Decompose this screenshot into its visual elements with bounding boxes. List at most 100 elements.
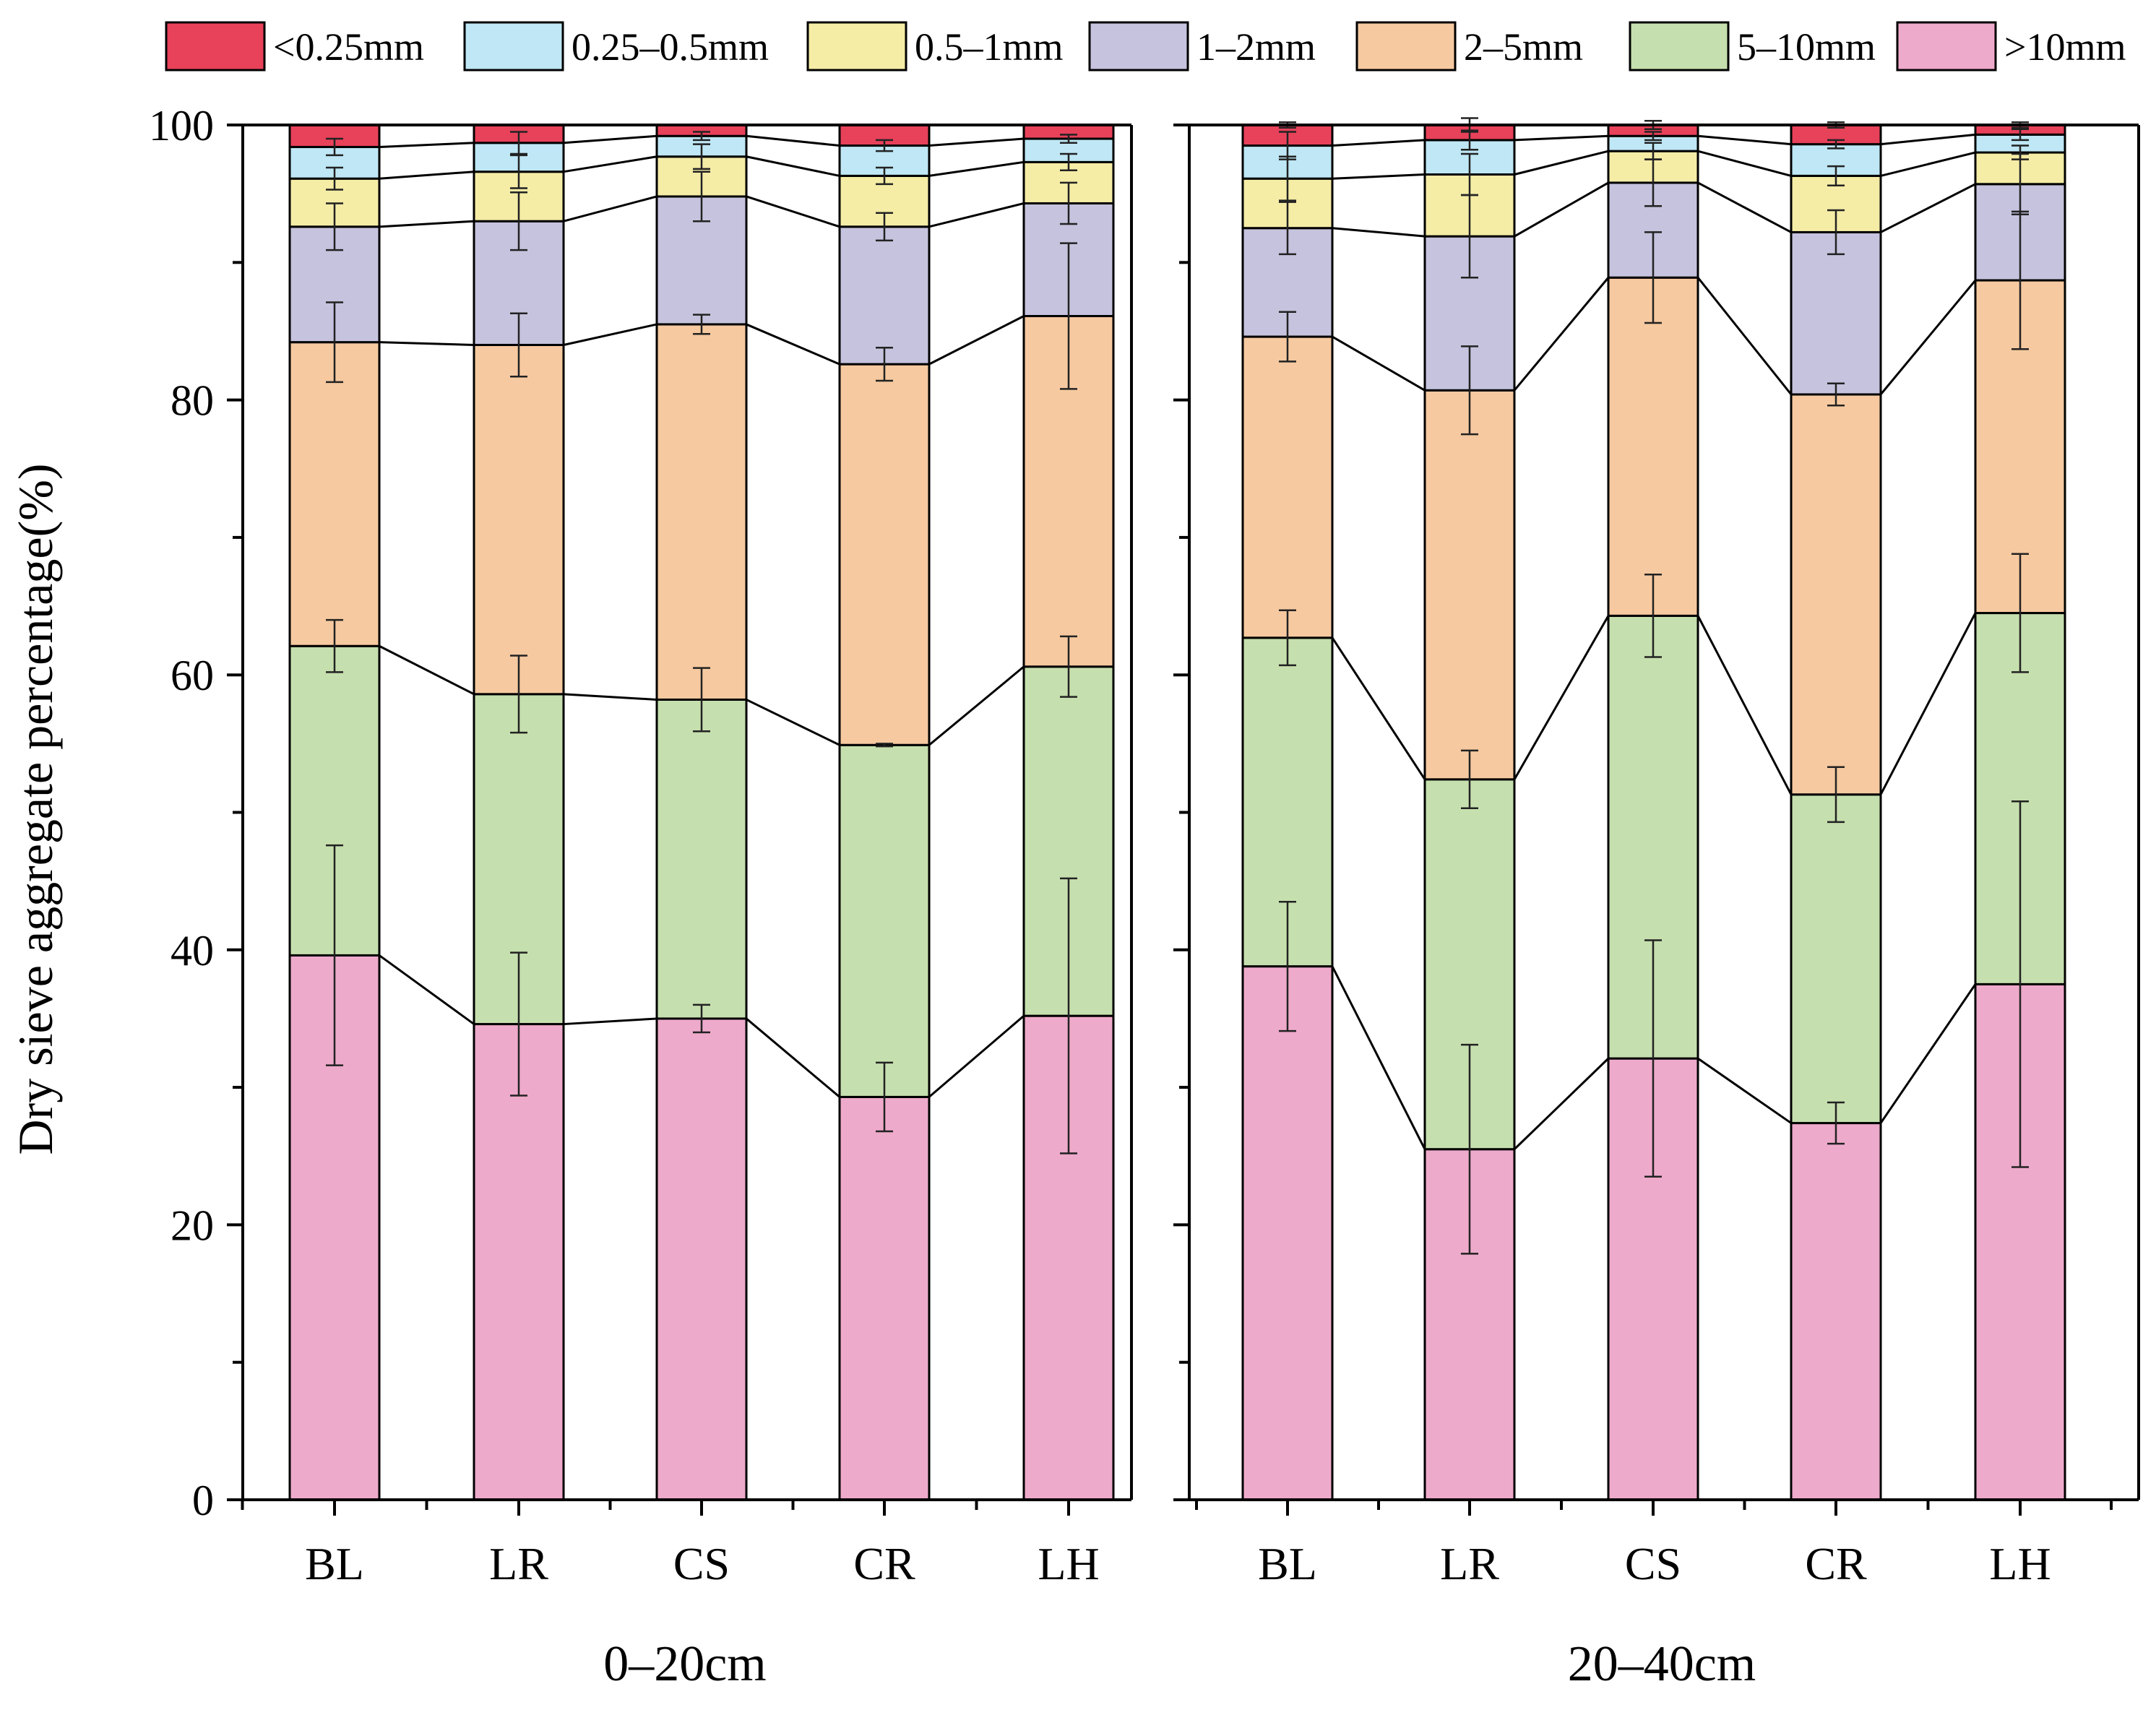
bar-segment bbox=[1241, 335, 1334, 639]
y-tick-label: 80 bbox=[171, 377, 214, 425]
bar-segment bbox=[1423, 1148, 1516, 1501]
bar-segments bbox=[288, 124, 2066, 1501]
x-tick-label: LH bbox=[1038, 1538, 1099, 1589]
connector-line bbox=[1514, 134, 1609, 142]
y-tick-label: 20 bbox=[171, 1201, 214, 1249]
bar-segment bbox=[1790, 1122, 1882, 1501]
connector-line bbox=[928, 137, 1025, 147]
legend-swatch bbox=[1355, 21, 1457, 72]
connector-line bbox=[1880, 183, 1976, 233]
connector-line bbox=[563, 134, 657, 144]
connector-line bbox=[563, 1017, 657, 1026]
legend-label: >10mm bbox=[2004, 25, 2126, 69]
y-tick-label: 0 bbox=[192, 1477, 214, 1524]
connector-line bbox=[1513, 277, 1610, 392]
x-tick-label: CR bbox=[853, 1538, 915, 1589]
connector-line bbox=[928, 160, 1025, 177]
bar-segment bbox=[1607, 276, 1699, 617]
y-tick-label: 60 bbox=[171, 652, 214, 699]
bar-segment bbox=[473, 343, 565, 696]
connector-line bbox=[563, 323, 657, 346]
connector-line bbox=[1332, 173, 1426, 180]
bar-segment bbox=[838, 743, 931, 1098]
connector-line bbox=[746, 323, 840, 366]
connector-line bbox=[379, 220, 475, 228]
connector-line bbox=[928, 202, 1025, 228]
bar-segment bbox=[655, 323, 748, 701]
bar-segment bbox=[1790, 230, 1882, 396]
bar-segment bbox=[655, 1017, 748, 1501]
panel-label: 0–20cm bbox=[603, 1636, 767, 1692]
connector-line bbox=[1514, 181, 1609, 238]
bar-segment bbox=[473, 1023, 565, 1501]
legend-swatch bbox=[1896, 21, 1997, 72]
bar-segment bbox=[1790, 393, 1882, 796]
connector-line bbox=[1331, 636, 1426, 780]
x-tick-label: CS bbox=[1625, 1538, 1681, 1589]
legend-swatch bbox=[1629, 21, 1730, 72]
x-tick-label: CR bbox=[1805, 1538, 1867, 1589]
bar-segment bbox=[288, 341, 381, 647]
connector-line bbox=[1332, 335, 1426, 392]
connector-line bbox=[1696, 277, 1793, 395]
legend-label: <0.25mm bbox=[273, 25, 424, 69]
bar-segment bbox=[1423, 389, 1516, 781]
connector-line bbox=[746, 195, 840, 228]
error-bars bbox=[326, 117, 2029, 1255]
connector-line bbox=[746, 134, 840, 147]
connector-line bbox=[1697, 1057, 1792, 1124]
y-tick-label: 100 bbox=[149, 102, 214, 150]
legend-swatch bbox=[165, 21, 266, 72]
x-tick-label: LH bbox=[1989, 1538, 2051, 1589]
connector-line bbox=[1697, 134, 1792, 146]
connector-line bbox=[928, 315, 1025, 366]
connector-line bbox=[1332, 227, 1426, 238]
connector-line bbox=[1331, 965, 1426, 1150]
connector-line bbox=[1879, 612, 1977, 795]
x-tick-label: BL bbox=[305, 1538, 364, 1589]
legend: <0.25mm 0.25–0.5mm 0.5–1mm 1–2mm 2–5mm 5–10mm… bbox=[165, 21, 2126, 72]
connector-line bbox=[928, 665, 1025, 746]
connector-line bbox=[563, 693, 657, 701]
connector-line bbox=[1696, 615, 1793, 795]
connector-line bbox=[1879, 983, 1977, 1124]
connector-line bbox=[928, 1015, 1025, 1098]
connector-line bbox=[563, 155, 657, 173]
connector-line bbox=[1513, 615, 1610, 780]
panel-label: 20–40cm bbox=[1568, 1636, 1756, 1692]
legend-label: 0.25–0.5mm bbox=[572, 25, 769, 69]
connector-line bbox=[563, 195, 657, 223]
x-tick-label: LR bbox=[489, 1538, 548, 1589]
bar-segment bbox=[838, 225, 931, 366]
connector-line bbox=[746, 699, 840, 746]
connector-line bbox=[1880, 151, 1976, 177]
x-tick-label: CS bbox=[673, 1538, 730, 1589]
connector-line bbox=[1514, 150, 1609, 176]
x-tick-label: LR bbox=[1440, 1538, 1499, 1589]
y-axis-label: Dry sieve aggregate percentage(%) bbox=[8, 463, 63, 1154]
connector-line bbox=[379, 954, 475, 1025]
connector-line bbox=[379, 170, 475, 180]
legend-label: 1–2mm bbox=[1196, 25, 1316, 69]
bar-segment bbox=[838, 363, 931, 746]
connector-line bbox=[1332, 139, 1426, 147]
legend-label: 2–5mm bbox=[1464, 25, 1583, 69]
connector-line bbox=[379, 341, 475, 346]
connector-line bbox=[1697, 150, 1792, 177]
connector-line bbox=[1879, 280, 1977, 395]
connector-line bbox=[1697, 181, 1792, 233]
legend-label: 5–10mm bbox=[1737, 25, 1876, 69]
connector-line bbox=[1513, 1058, 1610, 1150]
connector-line bbox=[746, 155, 840, 177]
x-tick-label: BL bbox=[1258, 1538, 1317, 1589]
bar-segment bbox=[838, 1095, 931, 1501]
y-tick-label: 40 bbox=[171, 927, 214, 975]
legend-swatch bbox=[806, 21, 907, 72]
bar-segment bbox=[1790, 793, 1882, 1125]
bar-segment bbox=[655, 698, 748, 1020]
legend-swatch bbox=[1088, 21, 1189, 72]
connector-line bbox=[746, 1017, 840, 1098]
connector-line bbox=[379, 644, 475, 696]
